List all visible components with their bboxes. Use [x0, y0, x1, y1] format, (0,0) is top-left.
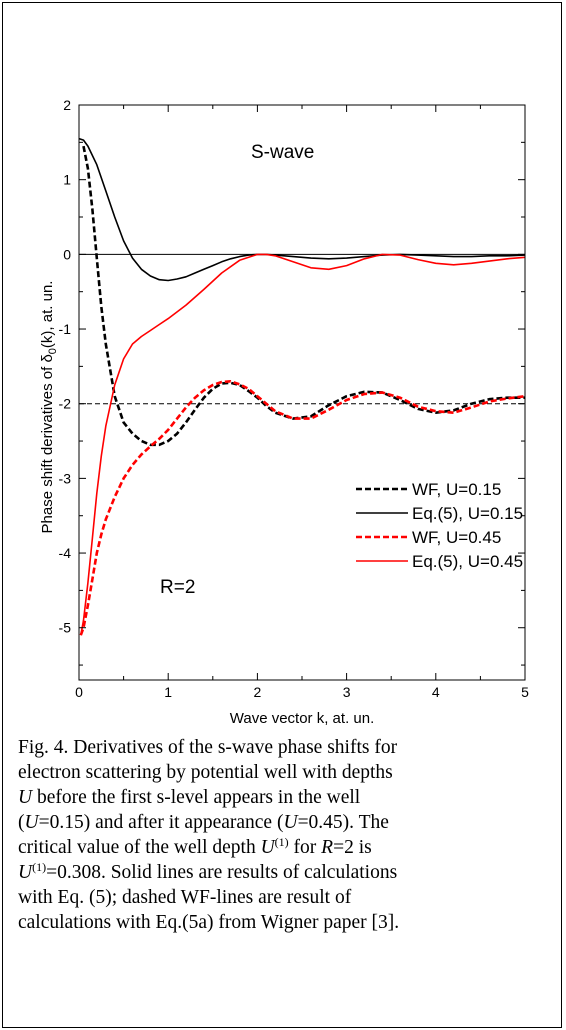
phase-shift-chart: 0 1 2 3 4 5 2 1 0 -1 -2 -3 -4 -5 Wave vector k, at. u… — [0, 0, 566, 730]
y-tick-label: -4 — [59, 545, 72, 561]
y-tick-label: 1 — [63, 172, 71, 188]
y-tick-label: -1 — [59, 321, 72, 337]
axes-box — [79, 105, 525, 680]
caption-text: =0.308. Solid lines are results of calcu… — [46, 862, 397, 883]
axis-ticks — [79, 105, 525, 680]
caption-line: (U=0.15) and after it appearance (U=0.45… — [18, 810, 548, 835]
caption-line: U before the first s-level appears in th… — [18, 785, 548, 810]
caption-text: =0.15) and after it appearance ( — [39, 812, 284, 833]
y-tick-label: -5 — [59, 620, 72, 636]
symbol-u: U — [18, 787, 32, 808]
x-tick-label: 3 — [343, 684, 351, 700]
legend-label-3: Eq.(5), U=0.45 — [412, 552, 523, 571]
legend-label-0: WF, U=0.15 — [412, 480, 501, 499]
symbol-u: U — [283, 812, 297, 833]
y-axis-label-prefix: Phase shift derivatives of δ — [39, 354, 56, 533]
caption-text: =0.45). The — [298, 812, 389, 833]
caption-line: with Eq. (5); dashed WF-lines are result… — [18, 885, 548, 910]
legend: WF, U=0.15 Eq.(5), U=0.15 WF, U=0.45 Eq.(5)… — [356, 480, 523, 571]
y-axis-label: Phase shift derivatives of δ0(k), at. un… — [39, 281, 59, 534]
y-tick-label: -3 — [59, 470, 72, 486]
caption-line: U(1)=0.308. Solid lines are results of c… — [18, 860, 548, 885]
y-tick-label: 2 — [63, 97, 71, 113]
y-axis-label-suffix: (k), at. un. — [39, 281, 56, 349]
x-tick-label: 4 — [432, 684, 440, 700]
series-line-0 — [84, 146, 526, 445]
caption-text: critical value of the well depth — [18, 837, 261, 858]
x-tick-label: 1 — [164, 684, 172, 700]
legend-label-1: Eq.(5), U=0.15 — [412, 504, 523, 523]
symbol-u: U — [18, 862, 32, 883]
tick-labels: 0 1 2 3 4 5 2 1 0 -1 -2 -3 -4 -5 — [59, 97, 530, 700]
annotation-s-wave: S-wave — [251, 142, 314, 163]
caption-text: =2 is — [333, 837, 372, 858]
x-axis-label: Wave vector k, at. un. — [230, 710, 375, 727]
caption-line: Fig. 4. Derivatives of the s-wave phase … — [18, 735, 548, 760]
y-tick-label: -2 — [59, 396, 72, 412]
caption-text: before the first s-level appears in the … — [32, 787, 360, 808]
x-tick-label: 0 — [75, 684, 83, 700]
y-tick-label: 0 — [63, 246, 71, 262]
caption-line: critical value of the well depth U(1) fo… — [18, 835, 548, 860]
caption-text: for — [289, 837, 322, 858]
symbol-r: R — [321, 837, 333, 858]
superscript: (1) — [275, 835, 289, 849]
caption-line: electron scattering by potential well wi… — [18, 760, 548, 785]
symbol-u: U — [25, 812, 39, 833]
superscript: (1) — [32, 860, 46, 874]
caption-line: calculations with Eq.(5a) from Wigner pa… — [18, 910, 548, 935]
x-tick-label: 2 — [254, 684, 262, 700]
series-line-3 — [81, 254, 525, 635]
legend-label-2: WF, U=0.45 — [412, 528, 501, 547]
figure-caption: Fig. 4. Derivatives of the s-wave phase … — [18, 735, 548, 935]
x-tick-label: 5 — [521, 684, 529, 700]
annotation-radius: R=2 — [160, 577, 195, 598]
symbol-u: U — [261, 837, 275, 858]
